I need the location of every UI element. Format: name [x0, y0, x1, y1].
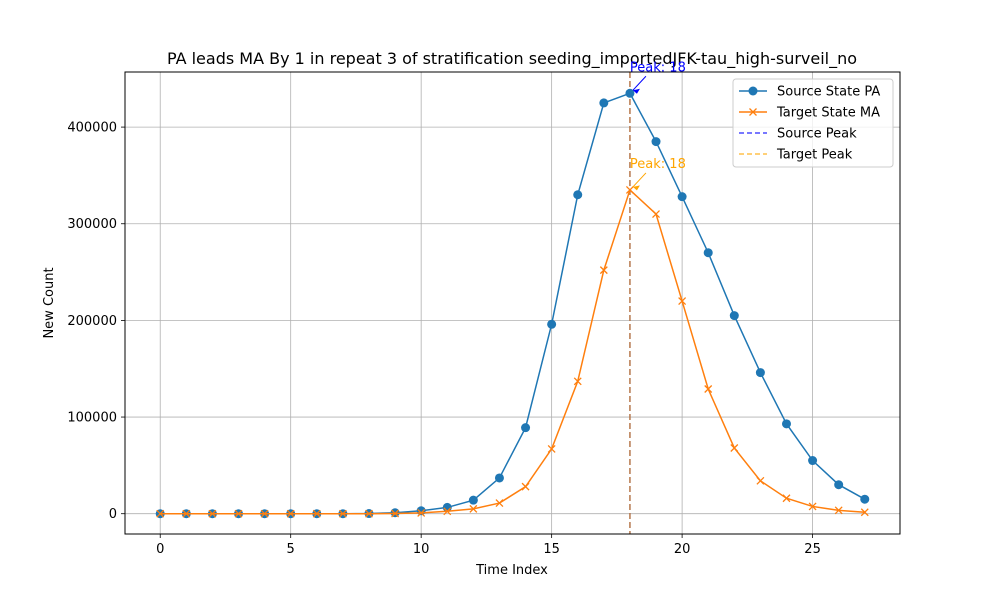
data-point: [703, 248, 713, 258]
data-point: [365, 509, 373, 518]
data-point: [547, 444, 556, 453]
legend-box: [732, 78, 894, 168]
x-axis-label: Time Index: [475, 563, 548, 578]
data-point: [521, 482, 530, 491]
annotation-arrowhead: [632, 88, 640, 94]
data-point: [625, 88, 635, 98]
ticks: 0 5 10 15 20 25 0 100000 200000 300000 400000: [67, 121, 820, 557]
y-axis-label: New Count: [42, 267, 57, 338]
data-point: [391, 509, 400, 518]
data-point: [652, 210, 660, 219]
y-tick-label: 200000: [67, 314, 117, 329]
x-tick-label: 25: [804, 542, 821, 557]
data-point: [834, 506, 843, 515]
x-tick-label: 0: [156, 542, 164, 557]
data-point: [782, 494, 791, 503]
data-point: [730, 444, 739, 452]
data-point: [651, 137, 661, 147]
data-point: [704, 385, 713, 393]
data-point: [625, 185, 634, 194]
data-point: [286, 509, 295, 518]
data-point: [443, 507, 452, 516]
data-point: [469, 504, 478, 513]
annotation-label: Peak: 18: [630, 60, 686, 75]
legend-label: Source Peak: [777, 127, 857, 142]
data-point: [781, 419, 791, 429]
data-point: [678, 297, 687, 306]
legend-marker: [749, 108, 757, 116]
data-point: [312, 509, 321, 518]
data-point: [468, 495, 478, 505]
data-point: [573, 190, 583, 200]
series-layer: [155, 88, 870, 519]
data-point: [495, 499, 504, 508]
legend-entry: Source State PA: [739, 85, 880, 100]
y-tick-label: 100000: [67, 411, 117, 426]
data-point: [729, 311, 739, 321]
data-point: [338, 509, 347, 518]
legend: Source State PA Target State MA Source Pea…: [732, 78, 894, 168]
data-point: [573, 377, 582, 386]
data-point: [521, 423, 531, 433]
target-series: [156, 185, 869, 518]
data-point: [677, 192, 687, 202]
data-point: [547, 319, 557, 329]
data-point: [860, 508, 869, 517]
data-point: [208, 509, 217, 518]
data-point: [834, 480, 844, 490]
annotation-label: Peak: 18: [630, 157, 686, 172]
x-tick-label: 5: [287, 542, 295, 557]
data-point: [234, 509, 243, 518]
legend-entry: Target State MA: [739, 106, 880, 121]
x-tick-label: 10: [413, 542, 430, 557]
data-point: [416, 506, 426, 516]
annotation-arrow: [632, 172, 647, 188]
data-point: [755, 368, 765, 378]
annotation-arrow: [632, 75, 647, 91]
data-point: [756, 476, 765, 485]
data-point: [156, 509, 165, 518]
legend-entry: Target Peak: [739, 148, 853, 163]
data-point: [808, 456, 818, 466]
legend-label: Target Peak: [776, 148, 853, 163]
plot-frame: [124, 71, 901, 535]
annotation-arrowhead: [632, 185, 640, 191]
data-point: [808, 502, 817, 511]
data-point: [494, 473, 504, 483]
y-tick-label: 0: [109, 507, 117, 522]
series-line: [160, 188, 865, 515]
data-point: [599, 266, 608, 275]
chart-title: PA leads MA By 1 in repeat 3 of stratifi…: [167, 49, 857, 69]
data-point: [860, 494, 870, 504]
legend-label: Source State PA: [777, 85, 880, 100]
data-point: [182, 509, 191, 518]
x-tick-label: 15: [543, 542, 560, 557]
x-tick-label: 20: [674, 542, 691, 557]
y-tick-label: 300000: [67, 217, 117, 232]
data-point: [417, 508, 426, 517]
legend-marker: [748, 86, 758, 96]
y-tick-label: 400000: [67, 121, 117, 136]
target-peak-annotation: Peak: 18: [630, 157, 686, 191]
legend-label: Target State MA: [776, 106, 880, 121]
legend-entry: Source Peak: [739, 127, 857, 142]
data-point: [260, 509, 269, 518]
data-point: [599, 98, 609, 108]
